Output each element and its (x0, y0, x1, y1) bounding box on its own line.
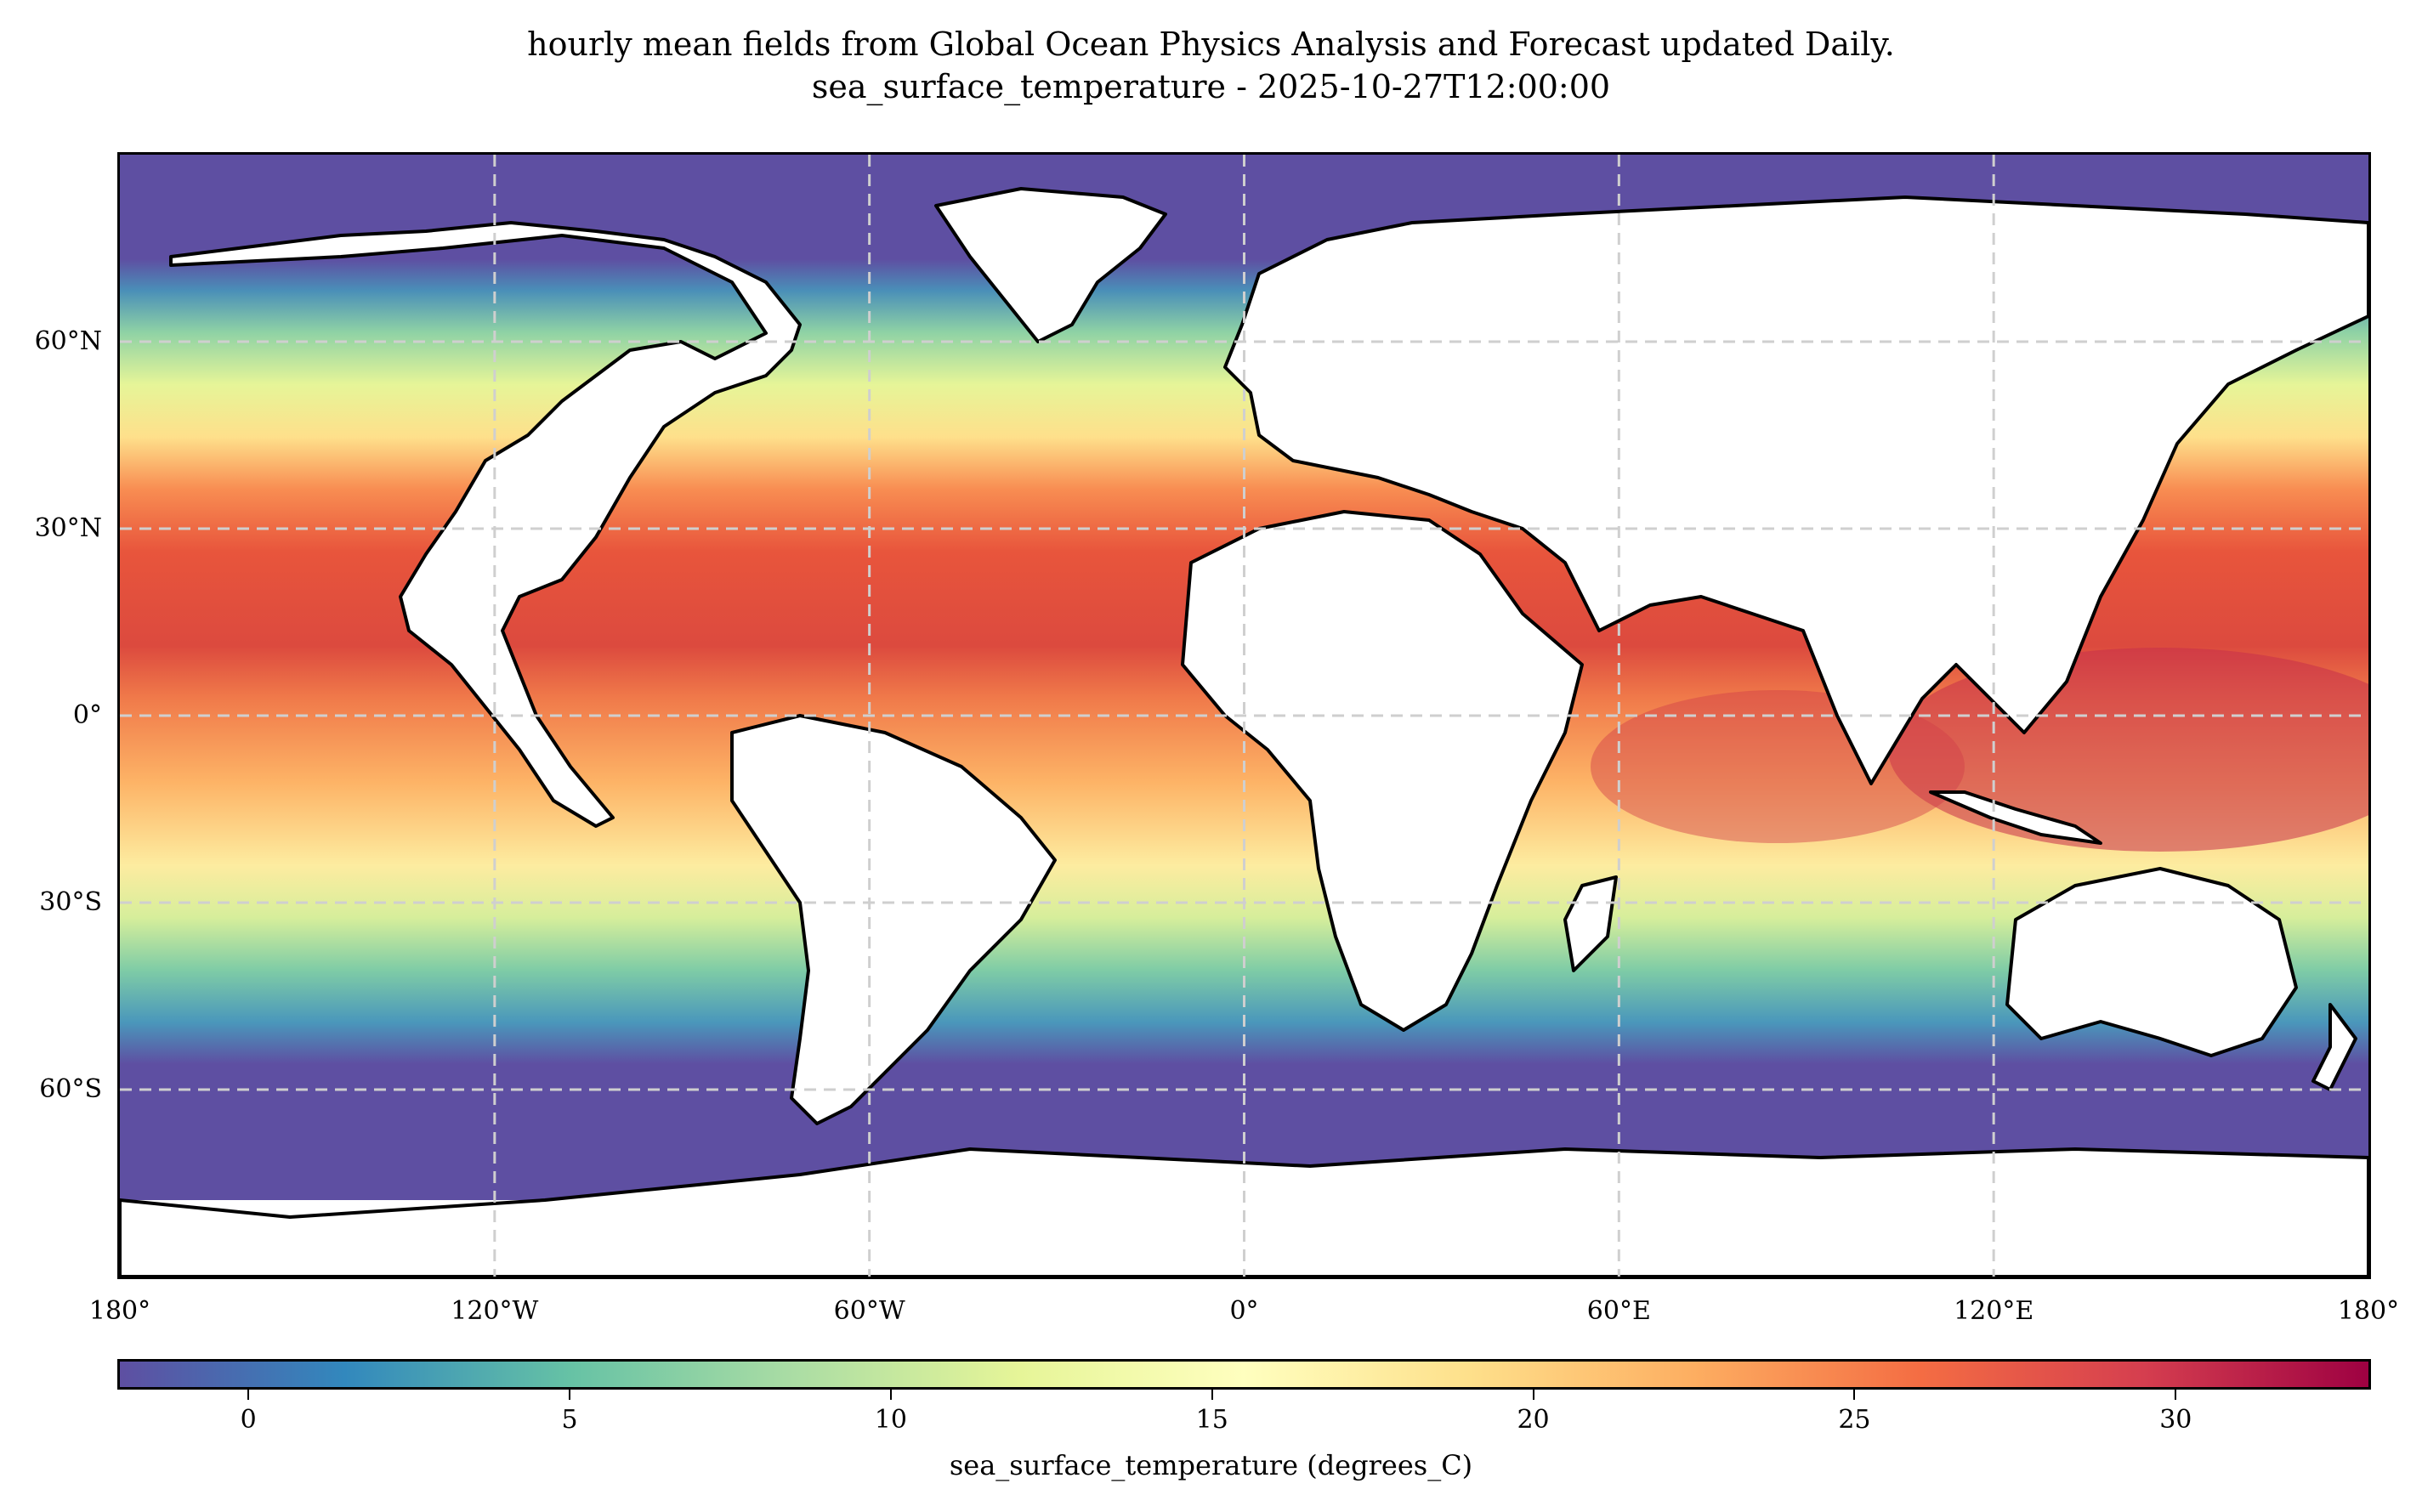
new-zealand (2311, 1003, 2357, 1091)
colorbar-tick-label-5: 25 (1838, 1405, 1871, 1435)
colorbar-tick-1 (569, 1390, 570, 1400)
lat-tick-label-2: 0° (72, 700, 102, 730)
colorbar-tick-label-2: 10 (874, 1405, 907, 1435)
colorbar-tick-label-0: 0 (240, 1405, 257, 1435)
map-subtitle: sea_surface_temperature - 2025-10-27T12:… (811, 68, 1611, 105)
lon-tick-label-4: 60°E (1586, 1296, 1651, 1326)
colorbar-tick-3 (1211, 1390, 1213, 1400)
australia (2005, 867, 2298, 1057)
colorbar-tick-0 (247, 1390, 250, 1400)
colorbar-tick-6 (2175, 1390, 2177, 1400)
colorbar-tick-label-3: 15 (1195, 1405, 1228, 1435)
colorbar-tick-label-6: 30 (2159, 1405, 2192, 1435)
colorbar-tick-label-4: 20 (1517, 1405, 1550, 1435)
lon-tick-label-3: 0° (1229, 1296, 1259, 1326)
lon-tick-label-1: 120°W (451, 1296, 539, 1326)
colorbar-tick-label-1: 5 (561, 1405, 578, 1435)
map-title: hourly mean fields from Global Ocean Phy… (527, 25, 1895, 63)
indonesia (1929, 790, 2102, 845)
lat-tick-label-4: 60°S (39, 1074, 102, 1104)
colorbar-label: sea_surface_temperature (degrees_C) (949, 1449, 1473, 1481)
colorbar-tick-2 (889, 1390, 892, 1400)
lon-tick-label-0: 180° (88, 1296, 151, 1326)
africa (1181, 510, 1584, 1032)
madagascar (1563, 875, 1618, 972)
south-america (730, 714, 1057, 1125)
colorbar-tick-5 (1853, 1390, 1856, 1400)
lat-tick-label-1: 30°N (34, 513, 102, 543)
greenland (934, 187, 1167, 343)
lon-tick-label-2: 60°W (833, 1296, 905, 1326)
eurasia (1223, 195, 2368, 785)
lon-tick-label-6: 180° (2337, 1296, 2400, 1326)
lat-tick-label-3: 30°S (39, 887, 102, 917)
north-america (169, 221, 802, 828)
sst-map (117, 152, 2371, 1279)
colorbar-tick-4 (1532, 1390, 1534, 1400)
lon-tick-label-5: 120°E (1954, 1296, 2034, 1326)
lat-tick-label-0: 60°N (34, 326, 102, 356)
gridlines (120, 155, 2368, 1277)
colorbar (117, 1359, 2371, 1390)
